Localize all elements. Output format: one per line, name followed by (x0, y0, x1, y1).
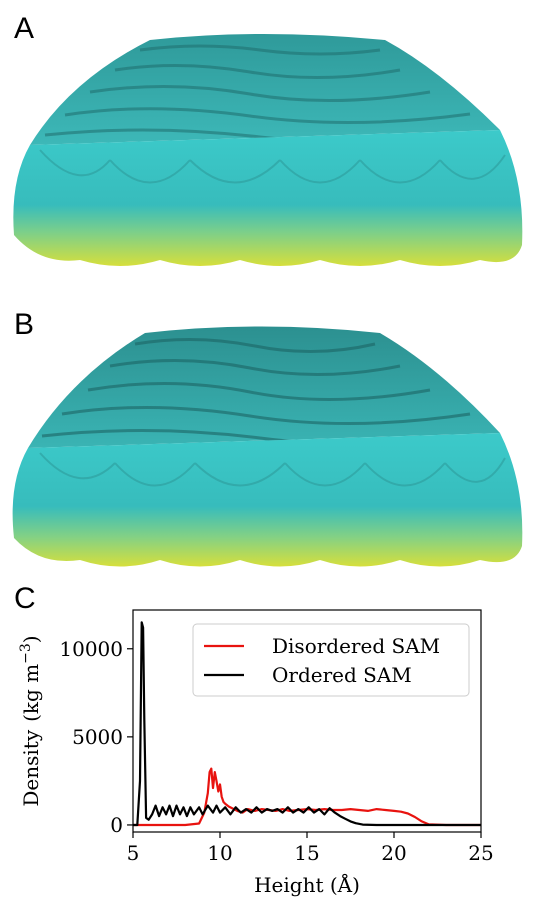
legend-label-ordered: Ordered SAM (272, 663, 412, 687)
y-axis-label: Density (kg m−3) (18, 635, 43, 806)
panel-label-b: B (14, 308, 35, 341)
x-axis-label: Height (Å) (254, 872, 360, 897)
series-line-disordered (133, 767, 481, 827)
panel-label-c: C (14, 582, 36, 615)
x-tick-label: 10 (207, 841, 232, 865)
y-tick-label: 5000 (72, 725, 123, 749)
y-axis-label-unit-open: (kg m (19, 664, 43, 722)
y-axis: 0 5000 10000 (59, 637, 133, 837)
density-chart: 5 10 15 20 25 0 5000 10000 Height (Å) Density (… (18, 609, 494, 897)
y-axis-label-main: Density (19, 729, 43, 806)
y-tick-label: 0 (110, 813, 123, 837)
x-tick-label: 5 (127, 841, 140, 865)
series-line-ordered (133, 621, 481, 827)
legend: Disordered SAM Ordered SAM (192, 623, 470, 697)
legend-label-disordered: Disordered SAM (272, 634, 440, 658)
x-tick-label: 15 (294, 841, 319, 865)
y-tick-label: 10000 (59, 637, 123, 661)
x-tick-label: 20 (381, 841, 406, 865)
plot-area (133, 621, 481, 827)
y-axis-label-exponent: −3 (18, 643, 34, 664)
y-axis-label-unit-close: ) (19, 635, 43, 643)
x-tick-label: 25 (468, 841, 493, 865)
sam-surface-render-a (13, 34, 523, 266)
panel-label-a: A (14, 12, 35, 45)
sam-surface-render-b (12, 326, 523, 567)
legend-box (192, 623, 470, 697)
x-axis: 5 10 15 20 25 (127, 832, 494, 865)
